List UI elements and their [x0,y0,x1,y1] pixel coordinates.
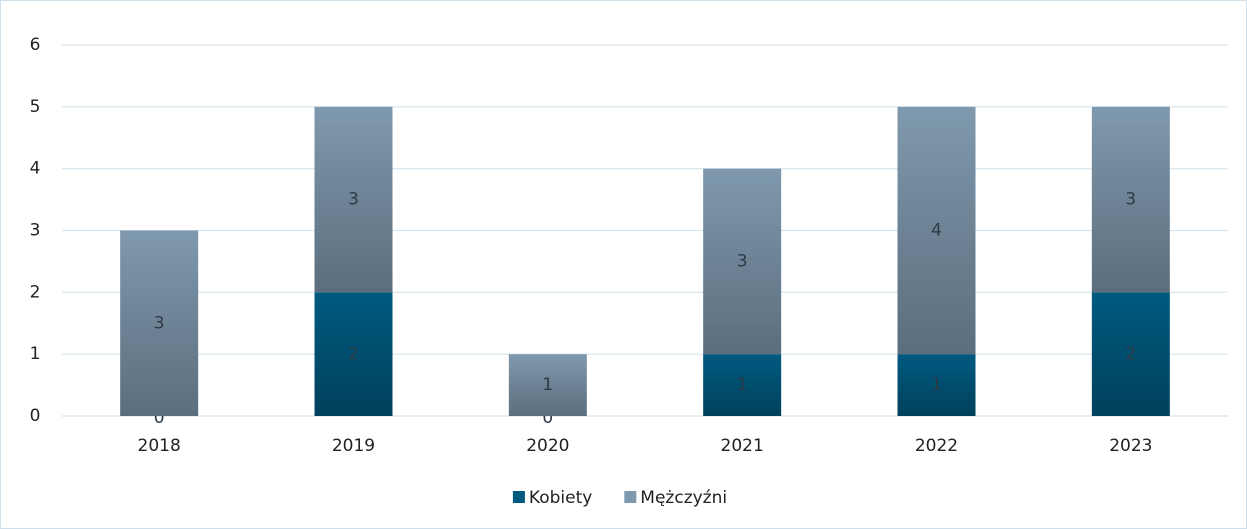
x-tick-label: 2020 [526,436,569,456]
bar-segment [1091,292,1170,416]
y-tick-label: 5 [30,97,41,117]
bar-segment [120,230,199,416]
data-label: 1 [737,375,748,395]
bar-segment [314,292,393,416]
legend-label: Mężczyźni [640,488,727,508]
data-label: 2 [348,344,359,364]
bar-segment [1091,106,1170,293]
x-tick-label: 2022 [915,436,958,456]
x-tick-label: 2018 [138,436,181,456]
data-label: 3 [348,190,359,210]
bar-segment [897,354,976,416]
bar-segment [703,354,782,416]
bar-segment [314,106,393,293]
data-label: 3 [737,251,748,271]
data-label: 1 [931,375,942,395]
data-label: 2 [1125,344,1136,364]
y-tick-label: 6 [30,35,41,55]
bar-segment [508,354,587,416]
x-tick-label: 2019 [332,436,375,456]
legend-swatch [512,491,525,503]
y-tick-label: 4 [30,159,41,179]
bar-segment [897,106,976,355]
y-tick-label: 0 [30,406,41,426]
x-tick-label: 2023 [1109,436,1152,456]
data-label: 4 [931,221,942,241]
data-label: 3 [1125,190,1136,210]
data-label: 0 [154,408,165,428]
y-tick-label: 3 [30,221,41,241]
data-label: 3 [154,313,165,333]
data-label: 0 [542,408,553,428]
data-label: 1 [542,375,553,395]
x-tick-label: 2021 [721,436,764,456]
y-tick-label: 1 [30,344,41,364]
legend-swatch [624,491,637,503]
bar-segment [703,168,782,355]
y-tick-label: 2 [30,282,41,302]
legend-label: Kobiety [529,488,592,508]
